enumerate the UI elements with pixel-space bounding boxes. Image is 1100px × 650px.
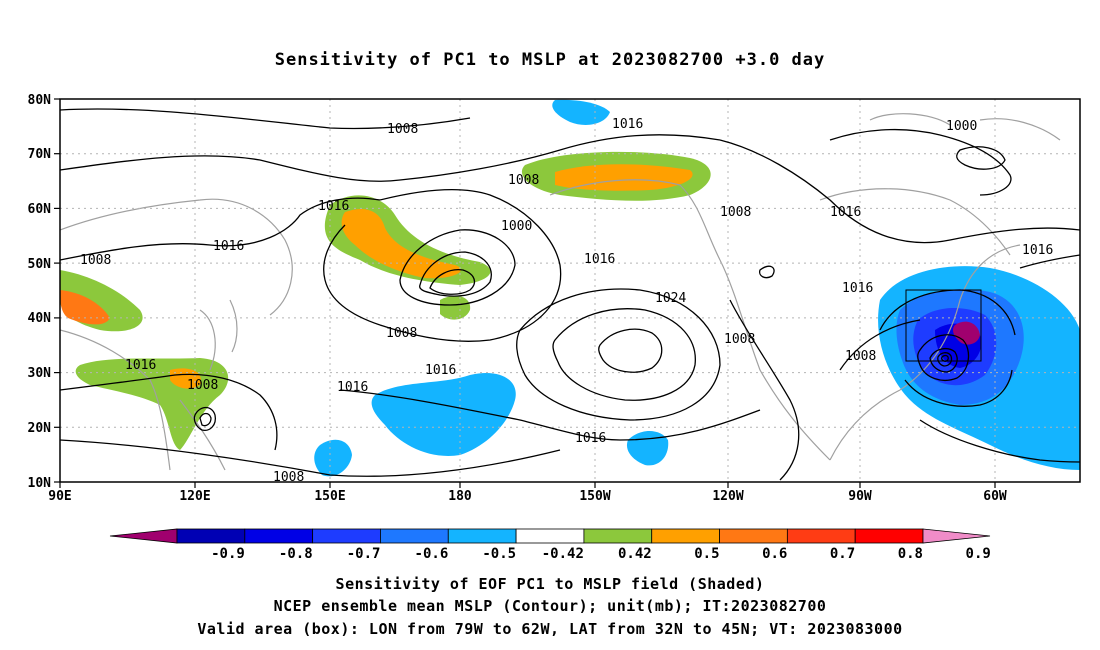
contour-label: 1008 xyxy=(187,378,218,393)
colorbar-label: 0.8 xyxy=(898,546,923,560)
colorbar-segment xyxy=(312,528,381,544)
contour-label: 1016 xyxy=(842,281,873,296)
mslp-contours xyxy=(60,108,1080,481)
lon-label: 90W xyxy=(848,489,872,504)
axis-ticks xyxy=(54,98,996,488)
colorbar-label: -0.6 xyxy=(415,546,449,560)
colorbar-segment xyxy=(109,528,178,544)
contour-label: 1008 xyxy=(720,205,751,220)
colorbar-segment xyxy=(447,528,517,544)
colorbar-label: 0.42 xyxy=(618,546,652,560)
contour-label: 1008 xyxy=(508,173,539,188)
shade-blue-3 xyxy=(626,431,669,466)
lon-label: 90E xyxy=(48,489,71,504)
colorbar-segment xyxy=(719,528,788,544)
colorbar-label: 0.6 xyxy=(762,546,787,560)
shade-green-3 xyxy=(440,295,471,320)
lat-label: 20N xyxy=(28,421,52,436)
map-plot: 1008 1016 1000 1008 1016 1008 1016 1016 … xyxy=(28,93,1081,560)
lat-label: 70N xyxy=(28,147,52,162)
lat-label: 80N xyxy=(28,93,52,108)
lon-label: 120W xyxy=(712,489,743,504)
contour-label: 1016 xyxy=(612,117,643,132)
colorbar-label: 0.5 xyxy=(694,546,719,560)
contour-label: 1008 xyxy=(724,332,755,347)
contour-label: 1016 xyxy=(425,363,456,378)
colorbar-segment xyxy=(515,528,585,544)
contour-label: 1016 xyxy=(1022,243,1053,258)
lat-label: 10N xyxy=(28,476,52,491)
shade-blue-1 xyxy=(371,372,516,456)
contour-labels: 1008 1016 1000 1008 1016 1008 1016 1016 … xyxy=(80,117,1053,485)
valid-area-box xyxy=(905,289,982,362)
contour-label: 1016 xyxy=(575,431,606,446)
shade-orange-2 xyxy=(341,208,461,279)
shade-magenta xyxy=(953,321,980,345)
colorbar-segment xyxy=(854,528,924,544)
contour-label: 1016 xyxy=(318,199,349,214)
colorbar-label: 0.9 xyxy=(966,546,991,560)
contour-label: 1008 xyxy=(845,349,876,364)
colorbar-label: -0.42 xyxy=(542,546,584,560)
contour-label: 1016 xyxy=(830,205,861,220)
lon-label: 120E xyxy=(179,489,210,504)
map-frame xyxy=(59,98,1081,483)
contour-label: 1016 xyxy=(337,380,368,395)
contour-label: 1016 xyxy=(213,239,244,254)
caption-line-3: Valid area (box): LON from 79W to 62W, L… xyxy=(197,620,903,638)
colorbar-label: -0.5 xyxy=(482,546,516,560)
lat-label: 50N xyxy=(28,257,52,272)
colorbar-label: -0.8 xyxy=(279,546,313,560)
lon-label: 180 xyxy=(448,489,472,504)
contour-label: 1016 xyxy=(584,252,615,267)
contour-label: 1016 xyxy=(125,358,156,373)
lon-label: 150W xyxy=(579,489,610,504)
contour-label: 1000 xyxy=(501,219,532,234)
contour-label: 1008 xyxy=(80,253,111,268)
lat-labels: 80N 70N 60N 50N 40N 30N 20N 10N xyxy=(28,93,52,491)
colorbar-label: 0.7 xyxy=(830,546,855,560)
shade-orange-5 xyxy=(170,368,201,389)
contour-label: 1000 xyxy=(946,119,977,134)
lat-label: 60N xyxy=(28,202,52,217)
lat-label: 30N xyxy=(28,366,52,381)
lon-label: 60W xyxy=(983,489,1007,504)
colorbar-segment xyxy=(176,528,246,544)
shade-blue-4 xyxy=(552,99,610,125)
lon-label: 150E xyxy=(314,489,345,504)
colorbar-segment xyxy=(380,528,449,544)
colorbar-segment xyxy=(922,528,991,544)
colorbar-label: -0.9 xyxy=(211,546,245,560)
colorbar-segment xyxy=(583,528,653,544)
lon-labels: 90E 120E 150E 180 150W 120W 90W 60W xyxy=(48,489,1007,504)
colorbar-segment xyxy=(244,528,314,544)
caption-line-1: Sensitivity of EOF PC1 to MSLP field (Sh… xyxy=(335,575,765,593)
contour-label: 1024 xyxy=(655,291,686,306)
coastlines xyxy=(60,113,1061,471)
colorbar-segment xyxy=(651,528,720,544)
shade-orange-4 xyxy=(60,290,110,325)
caption-line-2: NCEP ensemble mean MSLP (Contour); unit(… xyxy=(273,597,827,615)
colorbar: -0.9 -0.8 -0.7 -0.6 -0.5 -0.42 0.42 0.5 0.6 0.7 0.… xyxy=(109,528,991,560)
contour-label: 1008 xyxy=(386,326,417,341)
colorbar-label: -0.7 xyxy=(347,546,381,560)
contour-label: 1008 xyxy=(387,122,418,137)
shade-blue-2 xyxy=(314,439,352,477)
lat-label: 40N xyxy=(28,311,52,326)
colorbar-segment xyxy=(786,528,856,544)
chart-title: Sensitivity of PC1 to MSLP at 2023082700… xyxy=(274,50,826,70)
